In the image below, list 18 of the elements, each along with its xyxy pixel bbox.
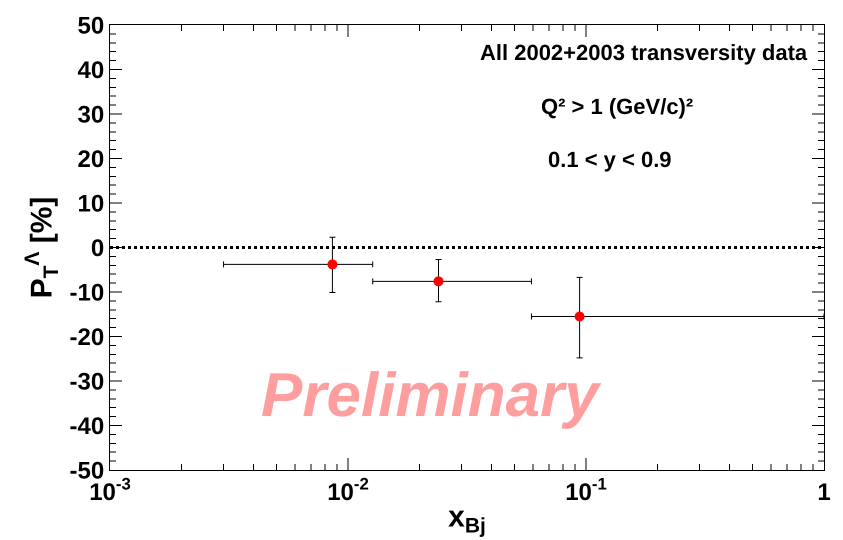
annotation: All 2002+2003 transversity data [480, 40, 808, 65]
y-tick-label: 20 [77, 146, 104, 173]
y-tick-label: -10 [70, 279, 104, 306]
y-tick-label: 30 [77, 101, 104, 128]
y-tick-label: -20 [70, 324, 104, 351]
x-tick-label: 1 [817, 478, 831, 506]
y-tick-label: 10 [77, 190, 104, 218]
annotation: 0.1 < y < 0.9 [548, 147, 672, 172]
x-tick-label: 10$^{-1}$ [565, 474, 607, 506]
y-tick-label: -30 [70, 368, 104, 396]
annotation: Q² > 1 (GeV/c)² [541, 94, 694, 119]
x-tick-label: 10$^{-2}$ [327, 474, 369, 506]
y-tick-label: -40 [70, 412, 104, 440]
x-axis-title: x$_{Bj}$ [448, 500, 486, 538]
y-tick-label: 0 [90, 234, 104, 262]
y-tick-label: 50 [77, 12, 104, 40]
y-tick-label: 40 [77, 56, 104, 84]
annotation: Preliminary [261, 361, 602, 430]
